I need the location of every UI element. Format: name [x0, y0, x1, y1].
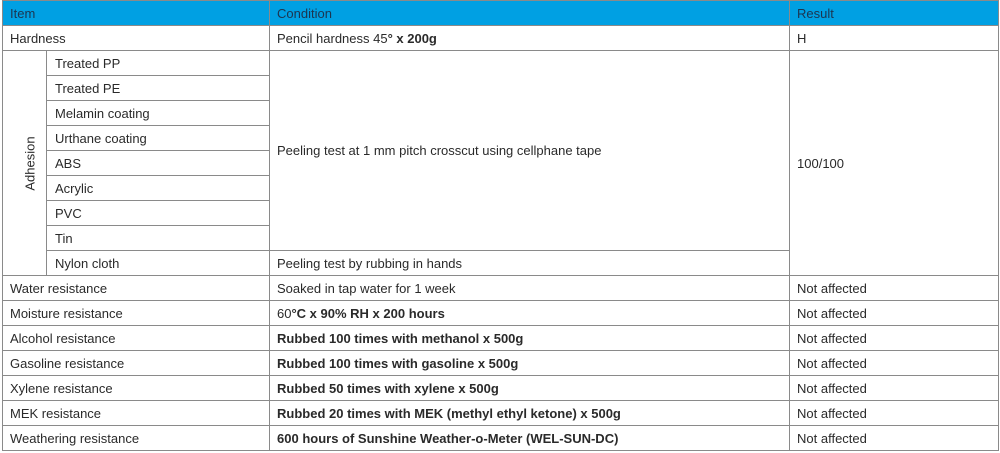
table-row: Melamin coating: [3, 100, 999, 126]
result-cell: Not affected: [789, 275, 1000, 301]
result-cell: Not affected: [789, 375, 1000, 401]
adhesion-substrate: Melamin coating: [45, 100, 271, 126]
table-row: Treated PE: [3, 75, 999, 101]
condition-text: Rubbed 100 times with methanol x 500g: [277, 330, 524, 346]
condition-text: Soaked in tap water for 1 week: [277, 280, 456, 296]
item-cell: Water resistance: [1, 275, 271, 301]
item-cell: Alcohol resistance: [1, 325, 271, 351]
table-row: Moisture resistance 60°C x 90% RH x 200 h…: [1, 300, 1000, 326]
table-row: ABS: [3, 150, 999, 176]
table-row: Hardness Pencil hardness 45° x 200g H: [1, 25, 1000, 51]
adhesion-substrate: Treated PP: [45, 50, 271, 76]
table-row: MEK resistance Rubbed 20 times with MEK (…: [1, 400, 1000, 426]
result-cell: 100/100: [789, 50, 1000, 276]
condition-cell: Rubbed 20 times with MEK (methyl ethyl k…: [269, 400, 791, 426]
table-row: Water resistance Soaked in tap water for …: [1, 275, 1000, 301]
adhesion-substrate: Tin: [45, 225, 271, 251]
header-result: Result: [789, 0, 1000, 26]
table-row: Tin: [3, 225, 999, 251]
header-condition: Condition: [269, 0, 791, 26]
table-row: Adhesion Treated PP Peeling test at 1 mm p…: [2, 50, 1000, 276]
condition-text-bold: ° x 200g: [387, 30, 437, 46]
adhesion-substrate: Nylon cloth: [45, 250, 271, 276]
condition-text: Rubbed 50 times with xylene x 500g: [277, 380, 499, 396]
adhesion-substrate: PVC: [45, 200, 271, 226]
condition-cell: Pencil hardness 45° x 200g: [269, 25, 791, 51]
table-row: Alcohol resistance Rubbed 100 times with …: [1, 325, 1000, 351]
result-cell: Not affected: [789, 425, 1000, 451]
result-cell: Not affected: [789, 325, 1000, 351]
result-cell: Not affected: [789, 350, 1000, 376]
item-cell: Moisture resistance: [1, 300, 271, 326]
condition-text: 60: [277, 305, 292, 321]
item-cell: Hardness: [1, 25, 271, 51]
table-row: PVC: [3, 200, 999, 226]
condition-text: Rubbed 20 times with MEK (methyl ethyl k…: [277, 405, 621, 421]
header-row: Item Condition Result: [1, 0, 1000, 26]
condition-text: °C x 90% RH x 200 hours: [291, 305, 445, 321]
result-cell: Not affected: [789, 300, 1000, 326]
condition-cell: Peeling test by rubbing in hands: [269, 250, 791, 276]
result-cell: H: [789, 25, 1000, 51]
condition-text: Rubbed 100 times with gasoline x 500g: [277, 355, 519, 371]
condition-cell: Rubbed 100 times with methanol x 500g: [269, 325, 791, 351]
condition-cell: Peeling test at 1 mm pitch crosscut usin…: [269, 50, 791, 251]
adhesion-substrate: ABS: [45, 150, 271, 176]
table-row: Nylon cloth Peeling test by rubbing in ha…: [3, 250, 999, 276]
condition-cell: Soaked in tap water for 1 week: [269, 275, 791, 301]
adhesion-label: Adhesion: [22, 135, 38, 191]
condition-cell: 60°C x 90% RH x 200 hours: [269, 300, 791, 326]
table-row: Xylene resistance Rubbed 50 times with xy…: [1, 375, 1000, 401]
adhesion-substrate: Acrylic: [45, 175, 271, 201]
table-row: Gasoline resistance Rubbed 100 times with…: [1, 350, 1000, 376]
condition-cell: Rubbed 50 times with xylene x 500g: [269, 375, 791, 401]
item-cell: Gasoline resistance: [1, 350, 271, 376]
adhesion-label-cell: Adhesion: [2, 50, 47, 276]
adhesion-substrate: Urthane coating: [45, 125, 271, 151]
condition-cell: Rubbed 100 times with gasoline x 500g: [269, 350, 791, 376]
item-cell: Weathering resistance: [1, 425, 271, 451]
table-row: Weathering resistance 600 hours of Sunshi…: [1, 425, 1000, 451]
item-cell: MEK resistance: [1, 400, 271, 426]
item-cell: Xylene resistance: [1, 375, 271, 401]
adhesion-substrate: Treated PE: [45, 75, 271, 101]
condition-text: Pencil hardness 45: [277, 30, 388, 46]
condition-text: 600 hours of Sunshine Weather-o-Meter (W…: [277, 430, 619, 446]
header-item: Item: [1, 0, 271, 26]
condition-cell: 600 hours of Sunshine Weather-o-Meter (W…: [269, 425, 791, 451]
result-cell: Not affected: [789, 400, 1000, 426]
